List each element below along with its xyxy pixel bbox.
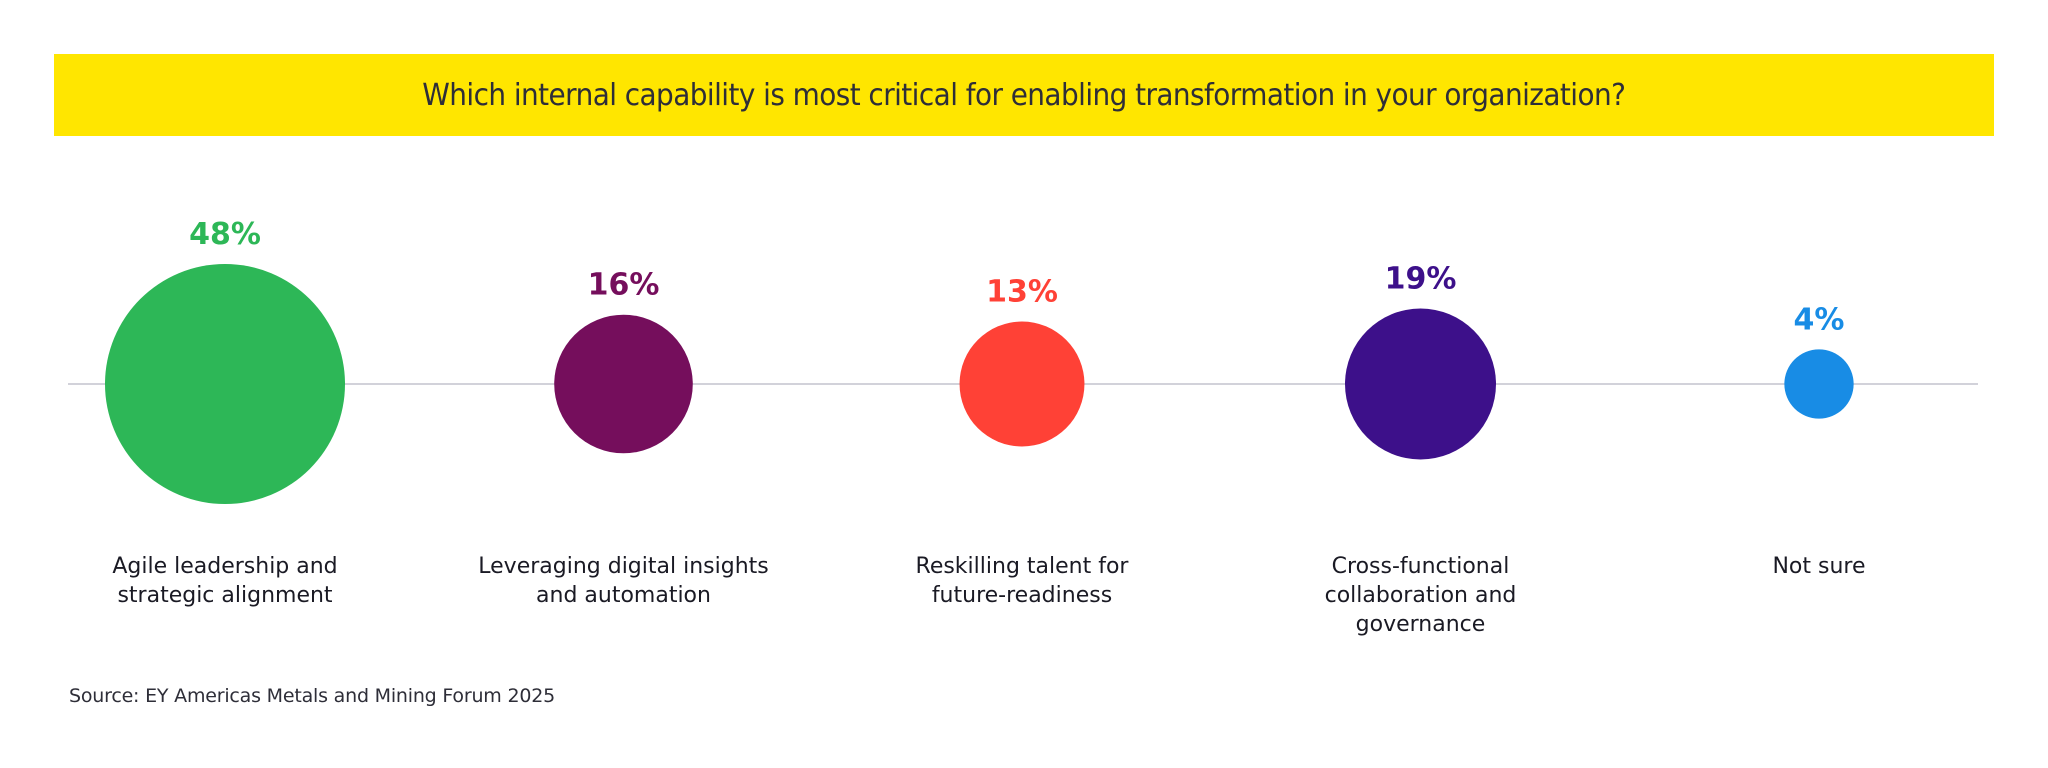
bubble-0 — [105, 264, 345, 504]
category-label-line: and automation — [536, 583, 711, 608]
category-label-line: Reskilling talent for — [916, 554, 1130, 579]
chart-title: Which internal capability is most critic… — [422, 77, 1626, 113]
category-label-line: governance — [1356, 612, 1486, 637]
category-label-line: Cross-functional — [1332, 554, 1510, 579]
value-labels-group: 48% 16% 13% 19% 4% — [189, 217, 1844, 337]
category-label-line: collaboration and — [1325, 583, 1517, 608]
value-label-2: 13% — [986, 275, 1058, 310]
value-label-1: 16% — [588, 268, 660, 303]
bubbles-group — [105, 264, 1854, 504]
category-label-3: Cross-functional collaboration and governa… — [1325, 554, 1517, 637]
category-label-0: Agile leadership and strategic alignment — [112, 554, 337, 608]
category-label-line: Agile leadership and — [112, 554, 337, 579]
title-banner: Which internal capability is most critic… — [54, 54, 1994, 136]
category-label-line: future-readiness — [932, 583, 1112, 608]
category-label-2: Reskilling talent for future-readiness — [916, 554, 1130, 608]
bubble-2 — [959, 321, 1085, 447]
value-label-0: 48% — [189, 217, 261, 252]
bubble-1 — [554, 314, 693, 454]
category-label-line: strategic alignment — [117, 583, 332, 608]
bubble-4 — [1784, 349, 1854, 419]
value-label-3: 19% — [1385, 262, 1457, 297]
bubble-3 — [1345, 308, 1496, 460]
category-labels-group: Agile leadership and strategic alignment L… — [112, 554, 1865, 637]
category-label-4: Not sure — [1772, 554, 1865, 579]
category-label-line: Leveraging digital insights — [478, 554, 768, 579]
value-label-4: 4% — [1794, 302, 1845, 337]
category-label-1: Leveraging digital insights and automatio… — [478, 554, 768, 608]
source-note: Source: EY Americas Metals and Mining Fo… — [69, 685, 556, 707]
category-label-line: Not sure — [1772, 554, 1865, 579]
